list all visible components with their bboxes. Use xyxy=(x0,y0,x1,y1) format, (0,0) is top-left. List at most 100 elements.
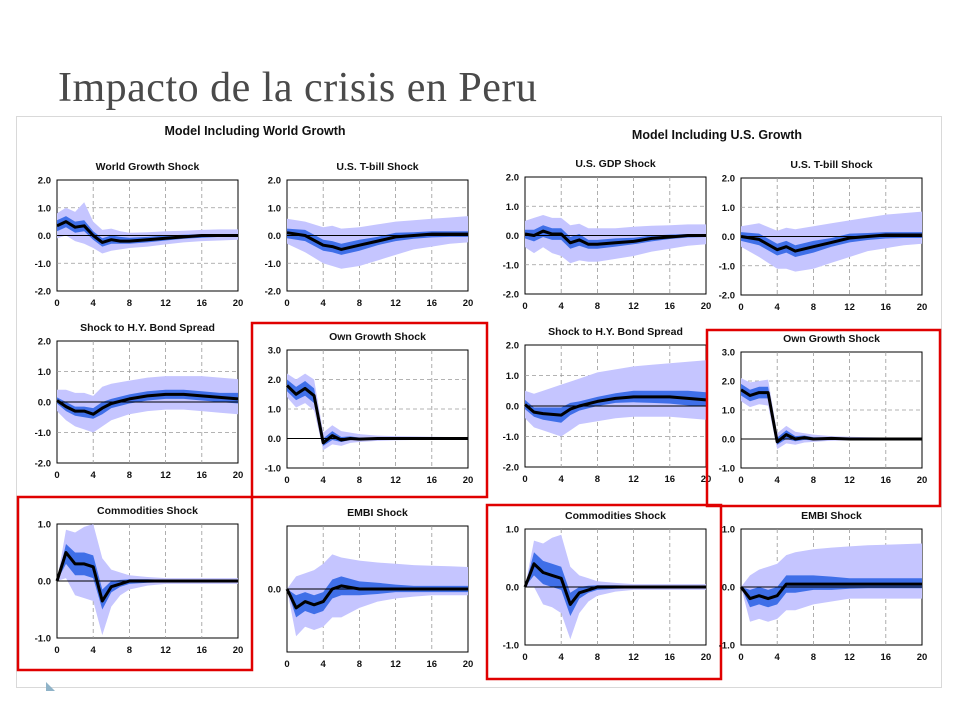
x-tick-label: 8 xyxy=(357,475,362,486)
x-tick-label: 4 xyxy=(775,302,781,313)
x-tick-label: 12 xyxy=(628,301,639,312)
median-response-line xyxy=(524,395,707,417)
x-tick-label: 12 xyxy=(160,298,171,309)
y-tick-label: 0.0 xyxy=(268,585,281,596)
median-response-line xyxy=(740,233,922,253)
median-response-line xyxy=(523,562,706,606)
x-tick-label: 12 xyxy=(844,475,855,486)
x-tick-label: 8 xyxy=(595,652,600,663)
x-tick-label: 20 xyxy=(917,475,928,486)
x-tick-label: 4 xyxy=(91,470,97,481)
median-response-line xyxy=(56,220,238,244)
x-tick-label: 16 xyxy=(427,475,438,486)
x-tick-label: 8 xyxy=(127,470,132,481)
y-tick-label: 0.0 xyxy=(38,398,51,409)
x-tick-label: 16 xyxy=(881,652,892,663)
x-tick-label: 8 xyxy=(595,301,600,312)
irf-panel-ru-1: U.S. GDP Shock 2.0 1.0 0.0 -1.0 -2.00 4 8 12 16 20 xyxy=(503,158,712,312)
x-tick-label: 16 xyxy=(197,298,208,309)
panel-title: Shock to H.Y. Bond Spread xyxy=(80,322,215,334)
median-response-line xyxy=(56,392,239,416)
x-tick-label: 20 xyxy=(917,652,928,663)
x-tick-label: 4 xyxy=(321,298,327,309)
y-tick-label: 2.0 xyxy=(506,173,519,184)
x-tick-label: 8 xyxy=(357,659,362,670)
x-tick-label: 12 xyxy=(844,302,855,313)
inner-confidence-band xyxy=(57,389,238,419)
y-tick-label: 3.0 xyxy=(268,346,281,357)
panel-title: Own Growth Shock xyxy=(329,331,426,343)
x-tick-label: 4 xyxy=(775,652,781,663)
median-response-line xyxy=(55,551,238,603)
panel-title: EMBI Shock xyxy=(347,507,408,519)
y-tick-label: 2.0 xyxy=(722,174,735,185)
x-tick-label: 16 xyxy=(427,659,438,670)
irf-panel-ru-5: Commodities Shock 1.0 0.0 -1.00 4 8 12 16 20 xyxy=(485,503,723,681)
x-tick-label: 20 xyxy=(233,298,244,309)
y-tick-label: 0.0 xyxy=(722,583,735,594)
slide-bullet-icon xyxy=(46,682,55,691)
y-tick-label: -1.0 xyxy=(35,634,51,645)
y-tick-label: 1.0 xyxy=(506,202,519,213)
y-tick-label: -1.0 xyxy=(35,259,51,270)
median-response-line xyxy=(285,584,468,610)
x-tick-label: 12 xyxy=(160,645,171,656)
irf-panel-ru-3: Shock to H.Y. Bond Spread 2.0 1.0 0.0 -1.0 -2… xyxy=(503,326,712,485)
y-tick-label: 1.0 xyxy=(506,371,519,382)
highlight-box xyxy=(705,328,942,508)
x-tick-label: 8 xyxy=(811,475,816,486)
highlight-box xyxy=(16,495,254,672)
irf-panel-lw-5: Commodities Shock 1.0 0.0 -1.00 4 8 12 16 20 xyxy=(16,495,254,672)
x-tick-label: 0 xyxy=(54,470,59,481)
x-tick-label: 16 xyxy=(881,302,892,313)
y-tick-label: 0.0 xyxy=(722,435,735,446)
panel-title: U.S. GDP Shock xyxy=(575,158,655,170)
inner-confidence-band xyxy=(57,216,238,247)
x-tick-label: 20 xyxy=(463,475,474,486)
panel-title: Own Growth Shock xyxy=(783,333,880,345)
y-tick-label: -1.0 xyxy=(35,428,51,439)
x-tick-label: 4 xyxy=(775,475,781,486)
y-tick-label: 0.0 xyxy=(38,577,51,588)
x-tick-label: 16 xyxy=(427,298,438,309)
panel-title: U.S. T-bill Shock xyxy=(790,159,872,171)
x-tick-label: 8 xyxy=(127,645,132,656)
x-tick-label: 12 xyxy=(390,659,401,670)
y-tick-label: 2.0 xyxy=(38,337,51,348)
x-tick-label: 20 xyxy=(701,652,712,663)
x-tick-label: 8 xyxy=(811,302,816,313)
y-tick-label: -1.0 xyxy=(719,641,735,652)
x-tick-label: 8 xyxy=(811,652,816,663)
slide-title: Impacto de la crisis en Peru xyxy=(58,65,538,111)
y-tick-label: 2.0 xyxy=(268,176,281,187)
x-tick-label: 16 xyxy=(197,645,208,656)
median-response-line xyxy=(740,388,922,444)
y-tick-label: -1.0 xyxy=(503,432,519,443)
y-tick-label: 1.0 xyxy=(268,405,281,416)
y-tick-label: 0.0 xyxy=(38,231,51,242)
x-tick-label: 4 xyxy=(559,652,565,663)
x-tick-label: 20 xyxy=(917,302,928,313)
outer-confidence-band xyxy=(287,373,468,451)
y-tick-label: -1.0 xyxy=(719,464,735,475)
y-tick-label: -1.0 xyxy=(265,464,281,475)
inner-confidence-band xyxy=(525,390,706,423)
x-tick-label: 4 xyxy=(559,474,565,485)
x-tick-label: 4 xyxy=(321,659,327,670)
x-tick-label: 0 xyxy=(522,474,527,485)
y-tick-label: 1.0 xyxy=(268,203,281,214)
x-tick-label: 4 xyxy=(91,645,97,656)
section-title-left: Model Including World Growth xyxy=(164,124,346,138)
y-tick-label: -2.0 xyxy=(35,287,51,298)
y-tick-label: -2.0 xyxy=(503,290,519,301)
median-response-line xyxy=(285,384,468,445)
y-tick-label: 0.0 xyxy=(506,402,519,413)
irf-panel-ru-6: EMBI Shock 1.0 0.0 -1.00 4 8 12 16 20 xyxy=(719,510,928,663)
x-tick-label: 16 xyxy=(881,475,892,486)
x-tick-label: 20 xyxy=(463,298,474,309)
x-tick-label: 0 xyxy=(284,298,289,309)
y-tick-label: 1.0 xyxy=(722,203,735,214)
y-tick-label: 0.0 xyxy=(506,231,519,242)
panel-title: World Growth Shock xyxy=(96,161,200,173)
